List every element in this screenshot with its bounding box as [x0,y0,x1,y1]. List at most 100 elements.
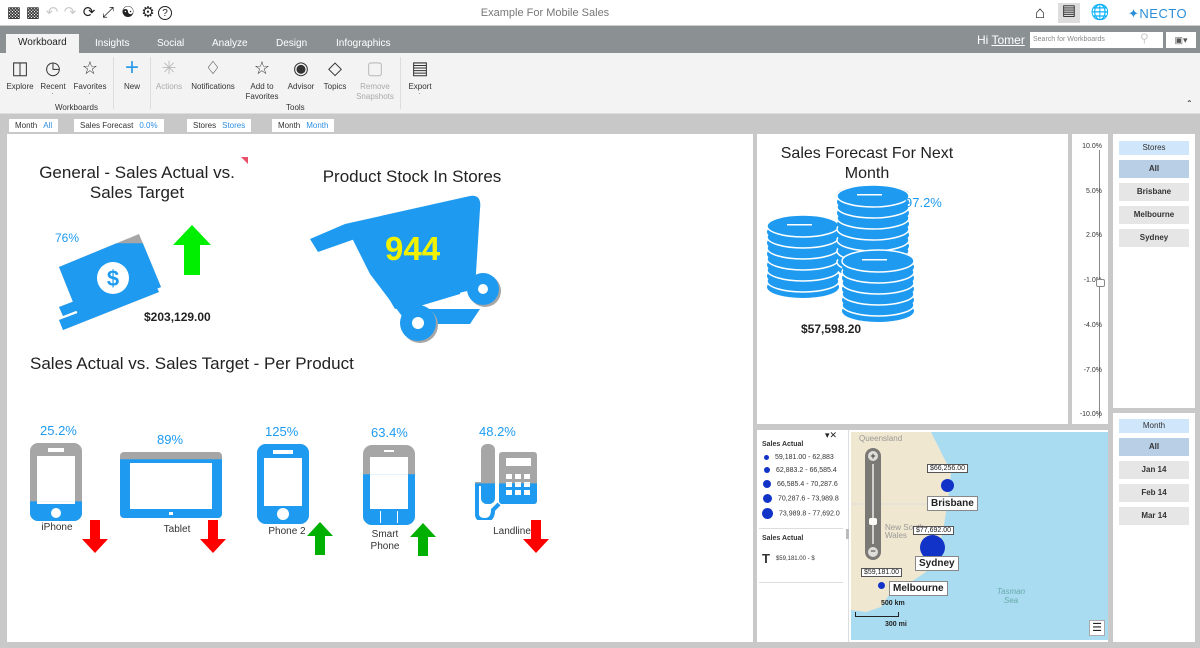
recent-button[interactable]: ◷ Recent ˙ [40,58,66,101]
filter-chip-month-2[interactable]: Month Month [272,119,335,132]
dashboard-icon[interactable]: ▤ [1058,3,1080,23]
home-icon[interactable]: ⌂ [1034,3,1046,22]
coin-stacks [766,184,915,322]
remove-snapshots-button[interactable]: ▢ Remove Snapshots [356,58,394,101]
map-marker-melbourne[interactable] [878,582,885,589]
map-zoom-slider[interactable]: + − [865,448,881,560]
slider-tick-label: -4.0% [1083,321,1102,329]
product-percent: 63.4% [371,425,408,440]
new-button[interactable]: + New [118,54,146,92]
month-slicer-item[interactable]: Mar 14 [1119,507,1189,525]
map-city-label: Sydney [915,556,959,571]
stores-slicer-item[interactable]: Sydney [1119,229,1189,247]
month-slicer-item[interactable]: Jan 14 [1119,461,1189,479]
window-title: Example For Mobile Sales [480,7,610,19]
actions-button[interactable]: ✳ Actions [155,58,183,91]
topics-button[interactable]: ◇ Topics [323,58,347,91]
map[interactable]: Queensland New South Wales Tasman Sea $6… [851,432,1108,640]
tab-design[interactable]: Design [276,38,308,49]
forecast-slider[interactable]: 10.0% 5.0% 2.0% -1.0% -4.0% -7.0% -10.0% [1072,134,1108,424]
notifications-button[interactable]: ♢ Notifications [191,58,235,91]
forecast-title: Sales Forecast For Next Month [780,145,954,182]
legend-item: 62,883.2 - 66,585.4 [762,467,847,474]
cart-icon [310,194,510,349]
product-name: iPhone [41,522,73,533]
trend-down-arrow [200,520,226,558]
forecast-percent: 97.2% [905,195,942,210]
slider-tick-label: -7.0% [1083,366,1102,374]
stores-slicer-item[interactable]: All [1119,160,1189,178]
month-slicer-item[interactable]: Feb 14 [1119,484,1189,502]
collaboration-icon[interactable]: ☯ [121,4,135,21]
export-icon: ▤ [411,58,429,78]
map-layers-list-icon[interactable]: ☰ [1089,620,1105,636]
map-value-label: $59,181.00 [861,568,903,577]
slider-tick-label: 2.0% [1086,232,1102,240]
explore-button[interactable]: ◫ Explore [6,58,34,91]
redo-icon[interactable]: ↷ [63,4,77,21]
general-trend-up-arrow [173,225,211,280]
search-icon[interactable]: ⚲ [1140,31,1149,45]
month-slicer-item[interactable]: All [1119,438,1189,456]
scale-mi: 300 mi [885,621,907,628]
trend-up-arrow [307,522,333,560]
undo-icon[interactable]: ↶ [45,4,59,21]
necto-logo: ✦NECTO [1128,6,1188,21]
zoom-in-button[interactable]: + [868,451,878,461]
explore-icon: ◫ [11,58,29,78]
phone2-icon [257,444,309,524]
zoom-handle[interactable] [869,518,877,525]
tab-workboard[interactable]: Workboard [6,34,79,53]
user-name-link[interactable]: Tomer [991,33,1025,47]
actions-icon: ✳ [161,58,177,78]
zoom-out-button[interactable]: − [868,547,878,557]
filter-chip-stores[interactable]: Stores Stores [187,119,252,132]
filter-bar: Month All Sales Forecast 0.0% Stores Stores… [0,114,1200,133]
legend-item: 70,287.6 - 73,989.8 [762,494,847,503]
product-name: Phone 2 [268,526,306,537]
legend-scrollbar[interactable] [846,529,849,539]
save-icon[interactable]: ▩ [6,4,22,21]
export-button[interactable]: ▤ Export ˙ [408,58,432,101]
legend-close-icon[interactable]: ▾✕ [825,430,838,440]
map-marker-brisbane[interactable] [941,479,954,492]
product-name: Tablet [163,524,191,535]
region-label: Queensland [859,434,903,443]
filter-chip-sales-forecast[interactable]: Sales Forecast 0.0% [74,119,164,132]
per-product-title: Sales Actual vs. Sales Target - Per Prod… [30,354,354,373]
settings-icon[interactable]: ⚙ [141,4,155,21]
stores-slicer-item[interactable]: Brisbane [1119,183,1189,201]
favorites-button[interactable]: ☆ Favorites ˙ [73,58,107,101]
ribbon-tabs: Workboard Insights Social Analyze Design… [0,26,1200,53]
general-amount: $203,129.00 [144,310,211,324]
smart-icon [363,445,415,525]
map-marker-sydney[interactable] [920,535,945,560]
scale-km: 500 km [881,600,905,607]
tab-analyze[interactable]: Analyze [212,38,248,49]
plus-icon: + [124,54,139,81]
add-to-favorites-button[interactable]: ☆ Add to Favorites [245,58,279,101]
help-icon[interactable]: ? [158,6,172,20]
save-as-icon[interactable]: ▩ [25,4,41,21]
stock-title: Product Stock In Stores [322,167,502,186]
legend2-item: T $59,181.00 - $ [762,551,815,566]
advisor-button[interactable]: ◉ Advisor [287,58,315,91]
globe-tools-icon[interactable]: 🌐 [1090,4,1110,21]
tab-social[interactable]: Social [157,38,185,49]
filter-chip-month[interactable]: Month All [9,119,59,132]
clock-icon: ◷ [45,58,61,78]
stores-slicer-header: Stores [1119,141,1189,155]
collapse-ribbon-icon[interactable]: ⌃ [1186,99,1193,108]
refresh-icon[interactable]: ⟳ [82,4,96,21]
star-plus-icon: ☆ [253,58,271,78]
layout-dropdown[interactable]: ▣▾ [1166,32,1196,48]
slider-handle[interactable] [1096,279,1105,287]
tab-insights[interactable]: Insights [95,38,130,49]
slider-tick-label: -1.0% [1083,277,1102,285]
product-percent: 25.2% [40,423,77,438]
fullscreen-icon[interactable]: ⤢ [101,4,114,21]
general-percent: 76% [55,231,80,245]
tab-infographics[interactable]: Infographics [336,38,391,49]
search-input[interactable]: Search for Workboards [1030,32,1163,48]
stores-slicer-item[interactable]: Melbourne [1119,206,1189,224]
